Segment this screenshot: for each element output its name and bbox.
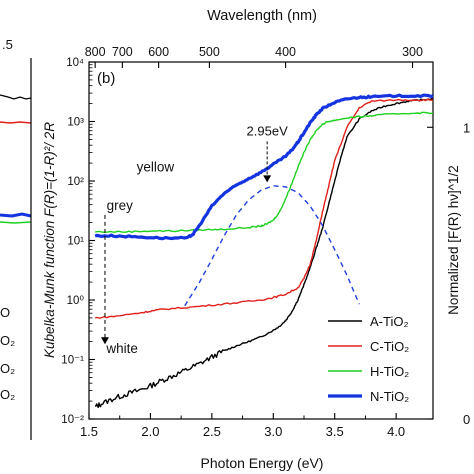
left-panel-label-2: O₂ (0, 333, 15, 348)
y-tick-label: 10³ (67, 117, 84, 129)
left-panel-label-4: O₂ (0, 387, 15, 402)
left-panel-curve-blue (0, 212, 32, 218)
y-tick-label: 10⁻² (61, 414, 84, 426)
left-panel-fragment: .5 O O₂ O₂ O₂ (0, 37, 32, 440)
series-line-1 (94, 97, 433, 409)
annotation-grey-label: grey (107, 198, 134, 213)
top-tick-label: 400 (275, 45, 296, 59)
panel-label: (b) (97, 70, 115, 87)
grey-to-white-arrowhead (100, 337, 109, 345)
top-tick-label: 600 (148, 45, 169, 59)
right-tick-label: 1 (463, 120, 470, 135)
y-tick-label: 10⁻¹ (61, 355, 84, 367)
legend-label: N-TiO₂ (370, 389, 409, 404)
left-panel-curve-green (0, 221, 32, 224)
y-axis-title: Kubelka-Munk function F(R)=(1-R)²/ 2R (42, 122, 57, 358)
y-tick-label: 10⁰ (67, 295, 85, 307)
x-tick-label: 4.0 (387, 424, 405, 439)
x-tick-label: 2.5 (203, 424, 221, 439)
top-tick-label: 500 (199, 45, 220, 59)
top-axis-title: Wavelength (nm) (207, 8, 317, 24)
annotation-white-label: white (105, 341, 138, 356)
legend-label: H-TiO₂ (370, 364, 409, 379)
x-axis-title: Photon Energy (eV) (201, 455, 324, 471)
series-line-4 (94, 93, 433, 241)
series-line-2 (95, 98, 433, 319)
x-tick-label: 2.0 (141, 424, 159, 439)
right-tick-label: 0 (463, 412, 470, 427)
axes-group: 1.5 2.0 2.5 3.0 3.5 4.010⁻²10⁻¹10⁰10¹10²10³10… (61, 45, 470, 439)
left-panel-label-1: O (0, 305, 10, 320)
y-tick-label: 10² (67, 176, 84, 188)
x-tick-label: 3.0 (264, 424, 282, 439)
left-panel-top-tick: .5 (2, 37, 13, 52)
legend-label: C-TiO₂ (370, 339, 409, 354)
series-group (94, 93, 433, 409)
left-panel-label-3: O₂ (0, 361, 15, 376)
annotation-peak-arrowhead (263, 175, 272, 183)
top-tick-label: 300 (402, 45, 423, 59)
legend: A-TiO₂ C-TiO₂ H-TiO₂ N-TiO₂ (328, 314, 409, 404)
top-tick-label: 700 (112, 45, 133, 59)
tauc-fit-dashed-curve (184, 185, 360, 307)
left-panel-curve-red (0, 121, 32, 124)
annotation-yellow-label: yellow (137, 159, 175, 174)
series-line-3 (95, 111, 433, 233)
annotations-group: 2.95eV yellow grey white (100, 123, 289, 356)
top-tick-label: 800 (85, 45, 106, 59)
legend-label: A-TiO₂ (370, 314, 409, 329)
left-panel-curve-black (0, 94, 32, 100)
x-tick-label: 1.5 (80, 424, 98, 439)
y-tick-label: 10⁴ (66, 57, 84, 69)
x-tick-label: 3.5 (326, 424, 344, 439)
y-tick-label: 10¹ (67, 236, 84, 248)
right-axis-title: Normalized [F(R) hν]^1/2 (446, 165, 461, 315)
annotation-peak-label: 2.95eV (247, 123, 289, 138)
